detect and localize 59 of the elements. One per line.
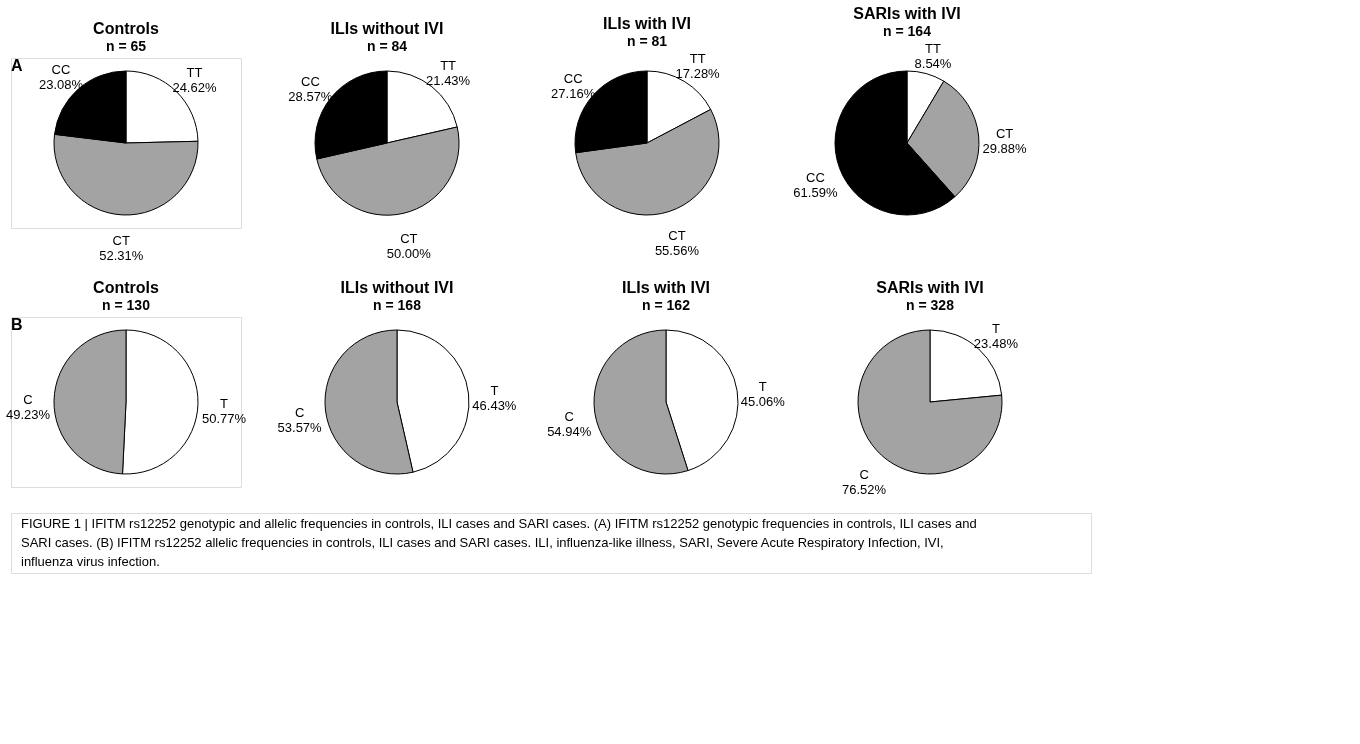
chart-title: ILIs with IVI: [602, 15, 692, 33]
chart-title: ILIs without IVI: [340, 279, 454, 296]
slice-label: CT: [668, 228, 686, 244]
slice-label: T: [219, 396, 228, 412]
data-label: 50.77%: [201, 411, 247, 427]
slice-label: CC: [563, 70, 583, 86]
data-label: 52.31%: [99, 247, 144, 263]
data-label: 45.06%: [740, 393, 786, 409]
data-label: 24.62%: [172, 79, 217, 95]
data-label: 49.23%: [5, 406, 51, 422]
data-label: 17.28%: [675, 66, 721, 82]
chart-subtitle: n = 164: [883, 22, 932, 39]
chart-subtitle: n = 168: [373, 297, 422, 313]
chart-subtitle: n = 130: [102, 297, 151, 313]
data-label: 54.94%: [547, 424, 592, 440]
slice-label: TT: [689, 51, 706, 67]
data-label: 28.57%: [288, 88, 333, 104]
data-label: 46.43%: [472, 398, 517, 414]
chart-subtitle: n = 162: [642, 297, 691, 313]
data-label: 23.48%: [973, 336, 1019, 352]
slice-label: CT: [995, 125, 1014, 141]
data-label: 53.57%: [277, 419, 323, 435]
slice-label: CC: [51, 61, 71, 77]
chart-subtitle: n = 81: [626, 33, 668, 50]
text: A: [11, 57, 23, 74]
chart-title: ILIs without IVI: [330, 20, 444, 37]
slice-label: TT: [186, 64, 203, 80]
slice-label: CC: [806, 169, 825, 185]
data-label: 27.16%: [551, 85, 596, 101]
text: B: [11, 316, 23, 333]
chart-title: Controls: [93, 20, 159, 37]
slice-label: T: [758, 378, 767, 394]
slice-label: CT: [400, 230, 418, 246]
data-label: 29.88%: [982, 140, 1028, 156]
chart-title: Controls: [93, 279, 159, 296]
data-label: 55.56%: [654, 243, 700, 259]
data-label: 50.00%: [386, 245, 432, 261]
data-label: 8.54%: [914, 55, 952, 71]
data-label: 23.08%: [38, 76, 84, 92]
slice-label: CT: [112, 232, 130, 248]
slice-label: TT: [440, 58, 457, 74]
caption: FIGURE 1 | IFITM rs12252 genotypic and allelic frequencies in controls, ILI cases and SARI cases. (A) IFITM rs12252 genotypic frequencies in controls, ILI cases and SARI cases. (B) IFITM rs12252 allelic frequencies in controls, ILI cases and SARI cases. ILI, influenza-like illness, SARI, Severe Acute Respiratory Infection, IVI, influenza virus infection.: [21, 516, 977, 569]
data-label: 21.43%: [426, 73, 471, 89]
slice-label: T: [490, 383, 499, 399]
slice-label: T: [991, 321, 1000, 337]
data-label: 76.52%: [842, 481, 887, 497]
chart-subtitle: n = 328: [906, 297, 955, 313]
slice-label: CC: [300, 73, 320, 89]
chart-subtitle: n = 65: [105, 38, 147, 54]
slice-label: C: [564, 409, 574, 425]
slice-label: TT: [925, 40, 941, 56]
data-label: 61.59%: [793, 184, 838, 200]
chart-title: ILIs with IVI: [621, 279, 711, 296]
chart-title: SARIs with IVI: [853, 4, 961, 22]
chart-subtitle: n = 84: [366, 38, 408, 54]
slice-label: C: [23, 391, 33, 407]
chart-title: SARIs with IVI: [876, 279, 984, 296]
slice-label: C: [294, 404, 305, 420]
slice-label: C: [859, 466, 869, 482]
